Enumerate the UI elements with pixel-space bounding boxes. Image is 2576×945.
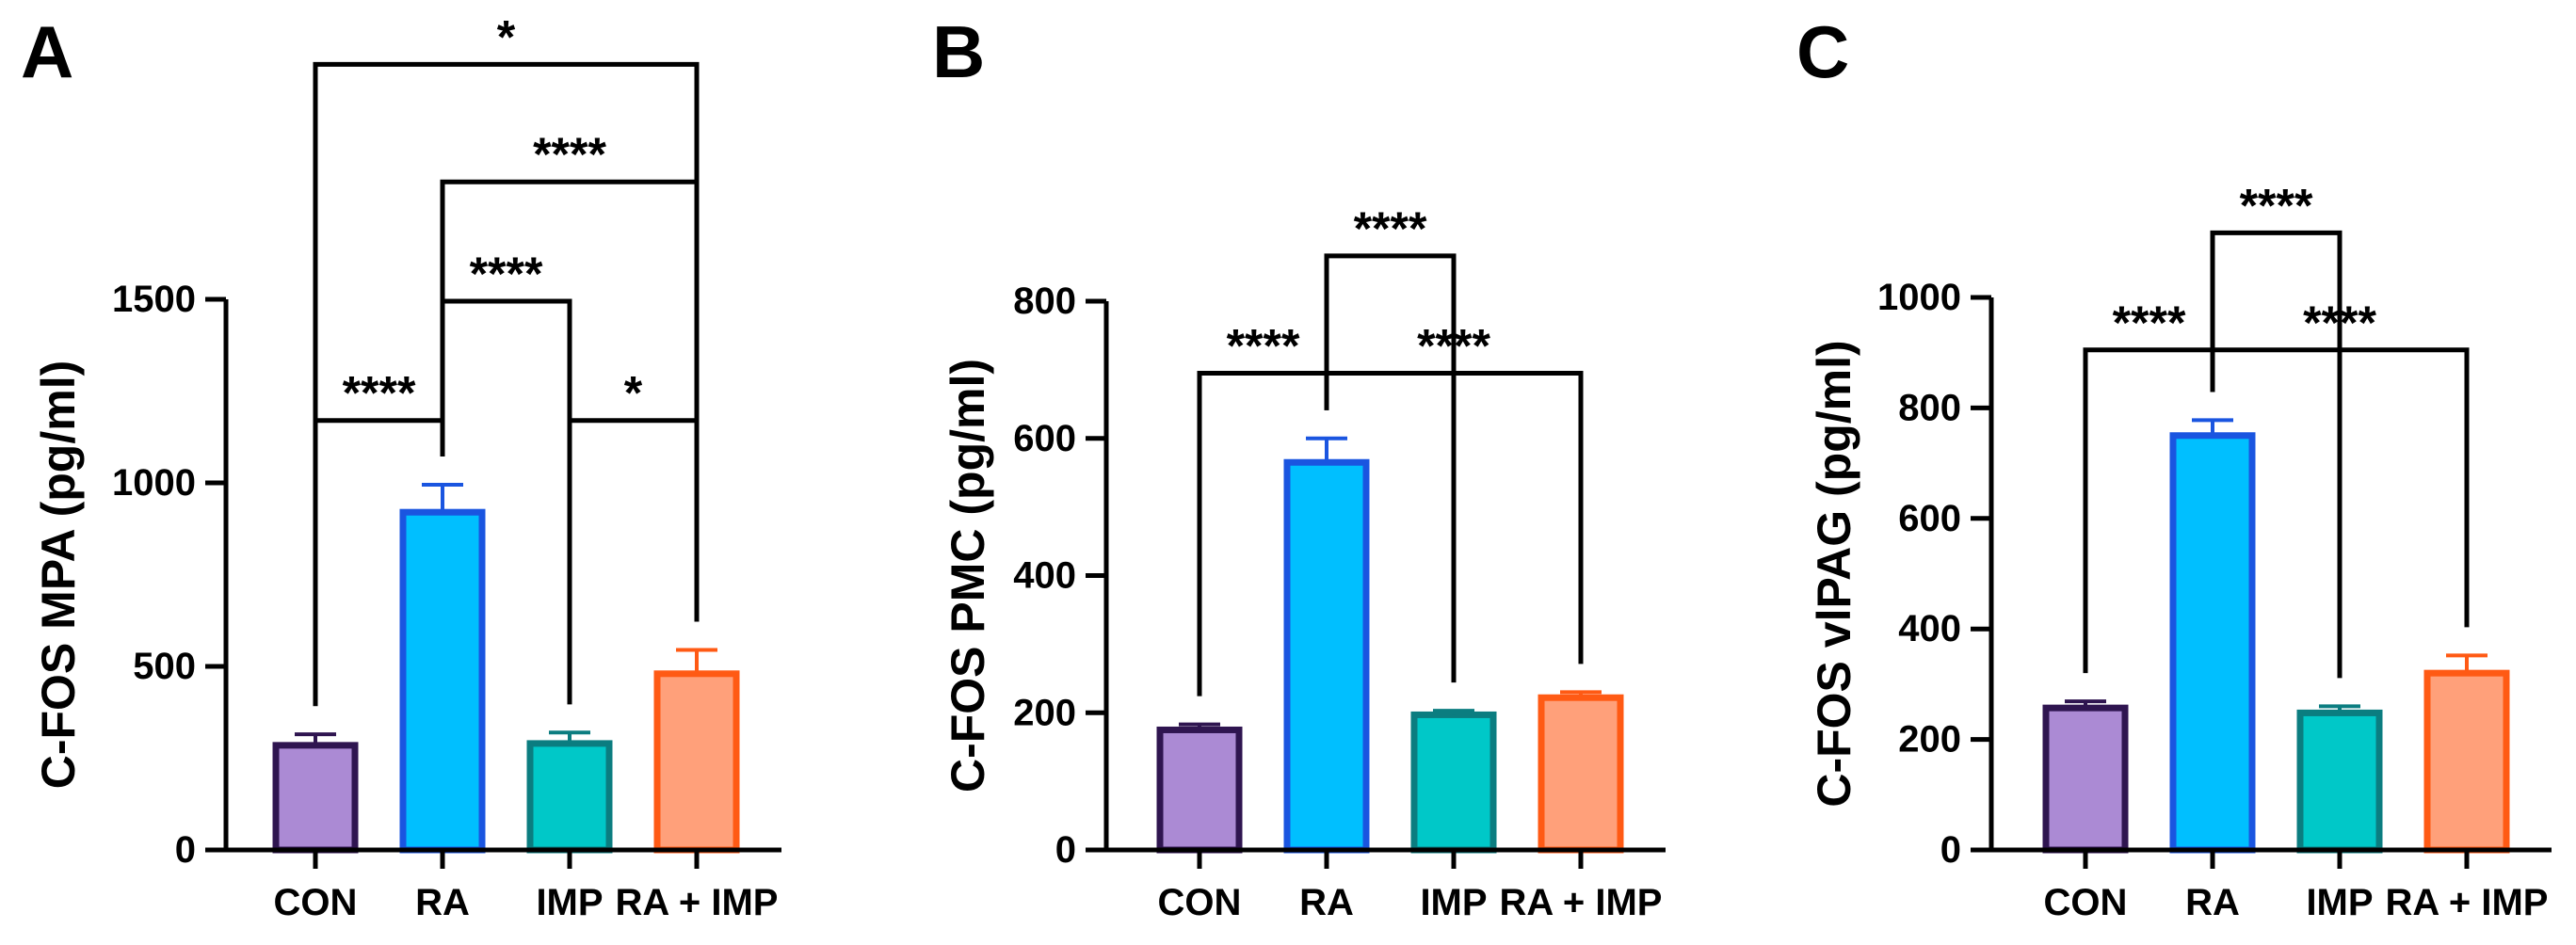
panel-c: C C-FOS vlPAG (pg/ml) 0 200 400 600 800 1000 CON… [1796, 10, 2552, 923]
y-tick-label: 200 [1898, 719, 1961, 761]
significance-label: **** [1227, 320, 1300, 373]
y-tick-label: 800 [1898, 387, 1961, 428]
significance-label: * [497, 10, 516, 63]
y-axis-label: C-FOS vlPAG (pg/ml) [1808, 340, 1860, 807]
x-tick-label: RA + IMP [616, 882, 779, 923]
x-tick-label: RA [1299, 882, 1354, 923]
bar-ra-imp [2423, 669, 2510, 854]
y-tick-label: 500 [133, 646, 196, 687]
significance-bracket [1324, 253, 1457, 683]
significance-label: **** [343, 367, 416, 420]
panel-letter: C [1796, 10, 1849, 93]
bar-con [1156, 726, 1243, 854]
bar-ra [1283, 458, 1370, 854]
significance-bracket [567, 418, 700, 705]
x-tick-label: CON [274, 882, 358, 923]
y-tick-label: 600 [1013, 418, 1076, 459]
y-tick-label: 0 [1055, 829, 1076, 871]
significance-label: **** [1354, 202, 1427, 255]
y-tick-label: 400 [1013, 555, 1076, 597]
x-tick-label: IMP [1420, 882, 1487, 923]
x-tick-label: CON [1158, 882, 1242, 923]
y-tick-label: 1000 [112, 462, 196, 504]
bar-con [272, 742, 359, 854]
panel-a: A C-FOS MPA (pg/ml) 0 500 1000 1500 CON RA IMP RA… [21, 10, 781, 923]
significance-bracket [313, 61, 700, 707]
significance-label: **** [533, 128, 606, 181]
y-axis-label: C-FOS MPA (pg/ml) [32, 360, 85, 790]
y-tick-label: 1500 [112, 279, 196, 320]
x-tick-label: RA + IMP [1500, 882, 1663, 923]
y-tick-label: 1000 [1877, 277, 1961, 318]
panel-letter: A [21, 10, 73, 93]
y-tick-label: 400 [1898, 608, 1961, 649]
x-tick-label: RA [415, 882, 470, 923]
significance-label: **** [470, 248, 543, 300]
x-tick-label: RA + IMP [2386, 882, 2549, 923]
x-tick-label: CON [2044, 882, 2128, 923]
significance-label: **** [2240, 179, 2313, 232]
x-tick-label: IMP [2306, 882, 2373, 923]
bar-imp [2296, 709, 2383, 854]
x-tick-label: RA [2185, 882, 2240, 923]
significance-bracket [2210, 230, 2343, 679]
bar-ra [399, 508, 486, 854]
y-axis-label: C-FOS PMC (pg/ml) [942, 359, 994, 793]
significance-label: * [624, 367, 643, 420]
panel-b: B C-FOS PMC (pg/ml) 0 200 400 600 800 CON RA IMP R… [932, 10, 1666, 923]
x-tick-label: IMP [536, 882, 603, 923]
bar-imp [1410, 711, 1497, 854]
y-tick-label: 0 [175, 829, 196, 871]
bar-ra-imp [1538, 694, 1624, 854]
panel-letter: B [932, 10, 985, 93]
significance-label: **** [2113, 296, 2186, 349]
bar-ra-imp [653, 670, 740, 854]
bar-imp [526, 740, 613, 854]
y-tick-label: 600 [1898, 498, 1961, 539]
bar-con [2042, 704, 2129, 854]
y-tick-label: 0 [1940, 829, 1961, 871]
y-tick-label: 800 [1013, 280, 1076, 322]
bar-ra [2169, 432, 2256, 854]
y-tick-label: 200 [1013, 692, 1076, 733]
